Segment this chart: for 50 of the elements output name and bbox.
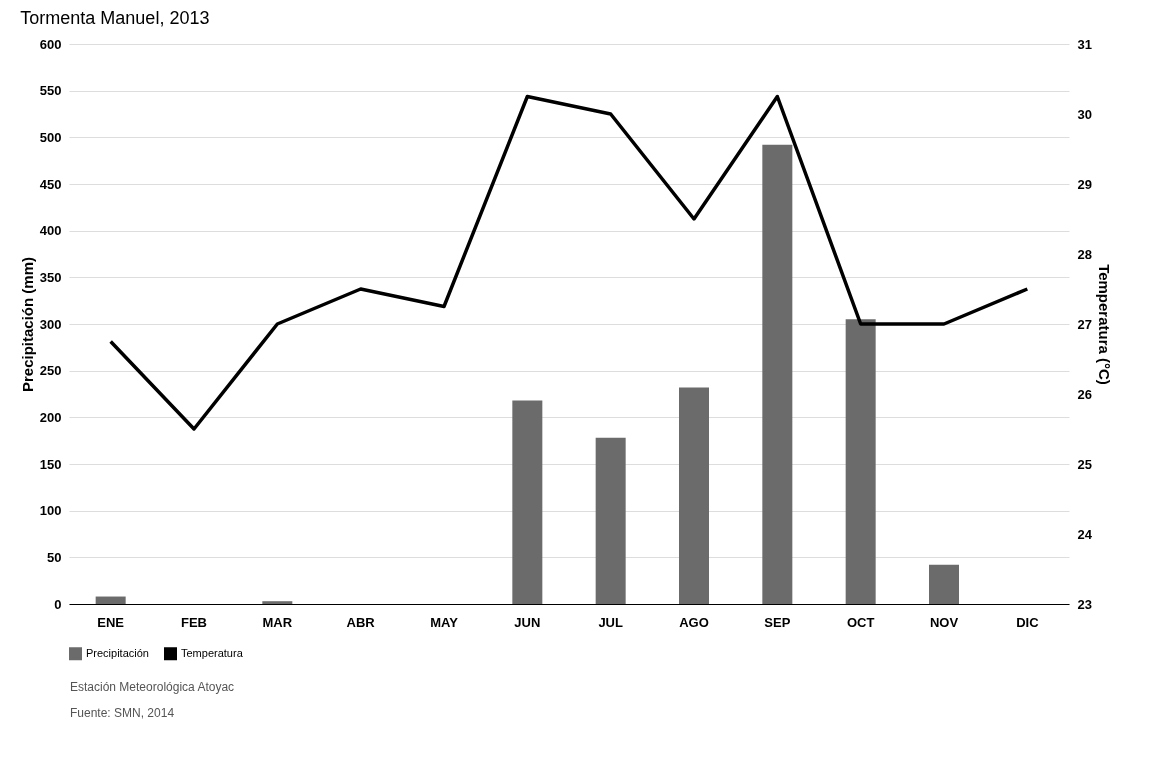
y-tick-label: 200 — [39, 409, 62, 425]
y2-tick-label: 27 — [1077, 316, 1092, 332]
y2-tick-label: 23 — [1077, 596, 1092, 612]
x-tick-label: ENE — [97, 614, 125, 630]
text: Estación Meteorológica Atoyac — [70, 680, 235, 694]
bar — [929, 564, 959, 604]
source-note: Fuente: SMN, 2014 — [70, 706, 176, 720]
y2-tick-label: 30 — [1077, 106, 1092, 122]
y-tick-label: 250 — [39, 363, 62, 379]
chart-title: Tormenta Manuel, 2013 — [20, 8, 210, 28]
y-tick-label: 450 — [39, 176, 62, 192]
y2-tick-label: 29 — [1077, 176, 1092, 192]
bar — [595, 437, 626, 604]
x-tick-label: JUN — [514, 614, 541, 630]
bar — [762, 144, 793, 604]
y-tick-label: 600 — [39, 36, 62, 52]
x-tick-label: FEB — [181, 614, 207, 630]
y-tick-label: 550 — [39, 83, 62, 99]
y2-tick-label: 31 — [1077, 36, 1092, 52]
legend-label: Temperatura — [181, 646, 244, 659]
x-tick-label: NOV — [929, 614, 959, 630]
bar — [95, 596, 126, 604]
x-tick-label: JUL — [598, 614, 623, 630]
y-tick-label: 150 — [39, 456, 62, 472]
y-tick-label: 400 — [39, 223, 62, 239]
y-tick-label: 0 — [54, 596, 62, 612]
y2-axis-title: Temperatura (°C) — [1095, 264, 1113, 385]
x-tick-label: OCT — [846, 614, 875, 630]
y2-tick-label: 25 — [1077, 456, 1092, 472]
x-tick-label: ABR — [346, 614, 376, 630]
y-tick-label: 500 — [39, 129, 62, 145]
x-tick-label: MAY — [430, 614, 459, 630]
bar — [679, 387, 709, 604]
y-tick-label: 300 — [39, 316, 62, 332]
y-axis-title: Precipitación (mm) — [18, 256, 36, 393]
x-tick-label: MAR — [262, 614, 293, 630]
legend-label: Precipitación — [86, 646, 149, 659]
x-tick-label: SEP — [764, 614, 791, 630]
x-tick-label: AGO — [679, 614, 709, 630]
y2-tick-label: 26 — [1077, 386, 1092, 402]
bar — [262, 601, 293, 604]
y-tick-label: 100 — [39, 503, 62, 519]
y2-tick-label: 24 — [1077, 526, 1093, 542]
bar — [845, 319, 876, 604]
line-series — [108, 94, 1030, 431]
x-tick-label: DIC — [1016, 614, 1040, 630]
y-tick-label: 350 — [39, 269, 62, 285]
y-tick-label: 50 — [47, 549, 62, 565]
y2-tick-label: 28 — [1077, 246, 1092, 262]
bar — [512, 400, 543, 604]
